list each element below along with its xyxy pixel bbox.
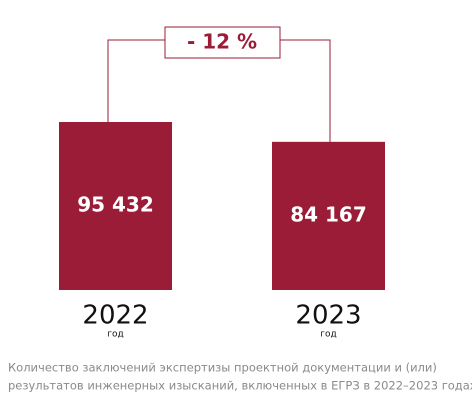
bar: [59, 122, 172, 290]
caption-line: Количество заключений экспертизы проектн…: [8, 361, 437, 375]
x-sublabel: год: [320, 330, 336, 340]
x-tick-label: 2022: [82, 301, 148, 331]
annotation-box: [164, 26, 281, 59]
value-label: 84 167: [290, 202, 367, 226]
annotation: - 12 %: [187, 30, 257, 54]
value-label: 95 432: [77, 193, 154, 217]
x-tick-label: 2023: [295, 301, 361, 331]
caption-line: результатов инженерных изысканий, включе…: [8, 379, 472, 393]
bar: [272, 141, 385, 290]
x-sublabel: год: [107, 330, 123, 340]
